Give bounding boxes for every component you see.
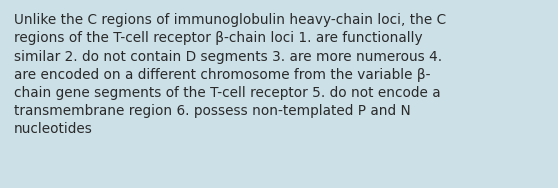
Text: Unlike the C regions of immunoglobulin heavy-chain loci, the C
regions of the T-: Unlike the C regions of immunoglobulin h… xyxy=(14,13,446,136)
